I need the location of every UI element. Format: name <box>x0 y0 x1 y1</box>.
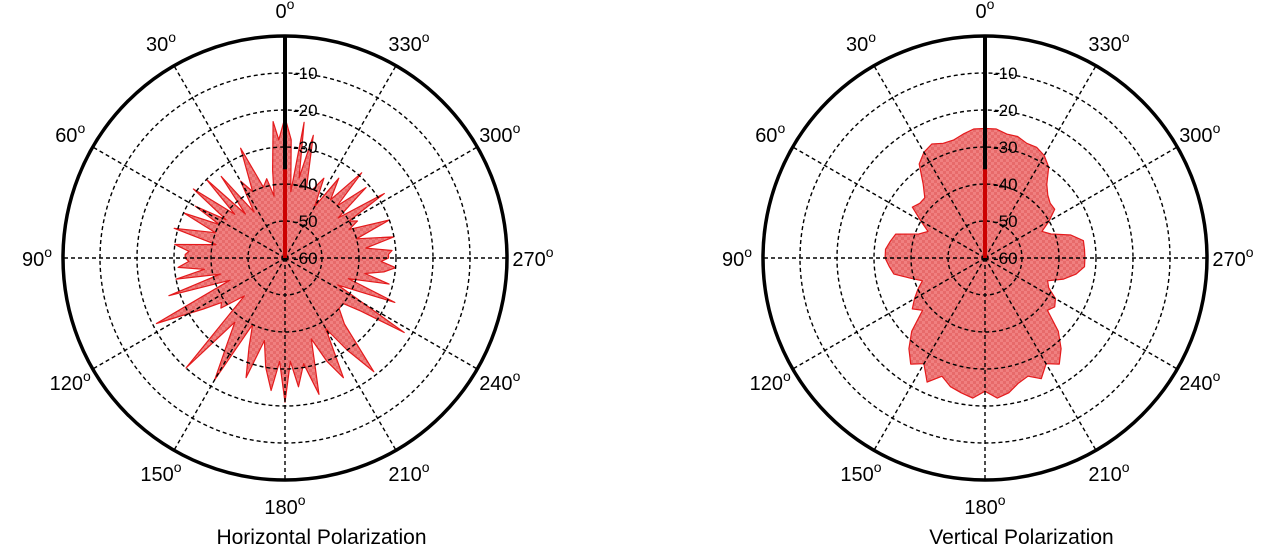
spoke-gridline <box>284 65 397 259</box>
ring-tick-label: -50 <box>993 212 1018 231</box>
ring-tick-label: -50 <box>293 212 318 231</box>
angle-tick-label: 0o <box>976 0 995 23</box>
ring-tick-label: -20 <box>293 101 318 120</box>
angle-tick-label: 300o <box>479 120 520 147</box>
angle-tick-label: 210o <box>388 459 429 486</box>
angle-tick-label: 90o <box>722 244 752 271</box>
spoke-gridline <box>984 146 1178 259</box>
angle-tick-label: 30o <box>846 29 876 56</box>
spoke-gridline <box>92 146 286 259</box>
angle-tick-label: 120o <box>750 368 791 395</box>
angle-tick-label: 60o <box>55 120 85 147</box>
spoke-gridline <box>984 257 1178 370</box>
angle-tick-label: 180o <box>264 492 305 519</box>
chart-panel-vertical: -10 -20 -30 -40 -50 -60 0o 30o 60o 90o 120o 150o 180… <box>700 0 1286 558</box>
angle-tick-label: 330o <box>1088 29 1129 56</box>
angle-tick-label: 270o <box>512 244 553 271</box>
angle-tick-label: 240o <box>1179 368 1220 395</box>
spoke-gridline <box>792 146 986 259</box>
ring-tick-label: -10 <box>993 64 1018 83</box>
spoke-gridline <box>284 257 478 370</box>
chart-title-vertical: Vertical Polarization <box>929 526 1114 549</box>
polar-chart-horizontal: -10 -20 -30 -40 -50 -60 0o 30o 60o 90o 120o 150o 180… <box>22 0 554 519</box>
ring-tick-label: -40 <box>293 175 318 194</box>
ring-tick-label: -30 <box>993 138 1018 157</box>
angle-tick-label: 30o <box>146 29 176 56</box>
spoke-gridline <box>173 257 286 451</box>
ring-tick-label: -30 <box>293 138 318 157</box>
spoke-gridline <box>284 146 478 259</box>
chart-title-horizontal: Horizontal Polarization <box>216 526 427 549</box>
series-area <box>155 116 405 403</box>
angle-tick-label: 270o <box>1212 244 1253 271</box>
ring-gridline <box>173 146 397 370</box>
spoke-gridline <box>984 65 1097 259</box>
spoke-gridline <box>173 65 286 259</box>
angle-tick-label: 0o <box>276 0 295 23</box>
spoke-gridline <box>873 257 986 451</box>
ring-tick-label: -60 <box>993 249 1018 268</box>
angle-tick-label: 60o <box>755 120 785 147</box>
angle-tick-label: 330o <box>388 29 429 56</box>
angle-tick-label: 120o <box>50 368 91 395</box>
spoke-gridline <box>92 257 286 370</box>
angle-tick-label: 90o <box>22 244 52 271</box>
angle-tick-label: 180o <box>964 492 1005 519</box>
angle-tick-label: 150o <box>140 459 181 486</box>
spoke-gridline <box>873 65 986 259</box>
ring-tick-label: -20 <box>993 101 1018 120</box>
angle-tick-label: 210o <box>1088 459 1129 486</box>
spoke-gridline <box>984 257 1097 451</box>
ring-tick-label: -60 <box>293 249 318 268</box>
spoke-gridline <box>792 257 986 370</box>
spoke-gridline <box>284 257 397 451</box>
chart-panel-horizontal: -10 -20 -30 -40 -50 -60 0o 30o 60o 90o 120o 150o 180… <box>22 0 554 549</box>
angle-tick-label: 300o <box>1179 120 1220 147</box>
ring-tick-label: -40 <box>993 175 1018 194</box>
ring-gridline <box>873 146 1097 370</box>
angle-tick-label: 150o <box>840 459 881 486</box>
angle-tick-label: 240o <box>479 368 520 395</box>
ring-tick-label: -10 <box>293 64 318 83</box>
polar-chart-vertical: -10 -20 -30 -40 -50 -60 0o 30o 60o 90o 120o 150o 180… <box>722 0 1254 519</box>
